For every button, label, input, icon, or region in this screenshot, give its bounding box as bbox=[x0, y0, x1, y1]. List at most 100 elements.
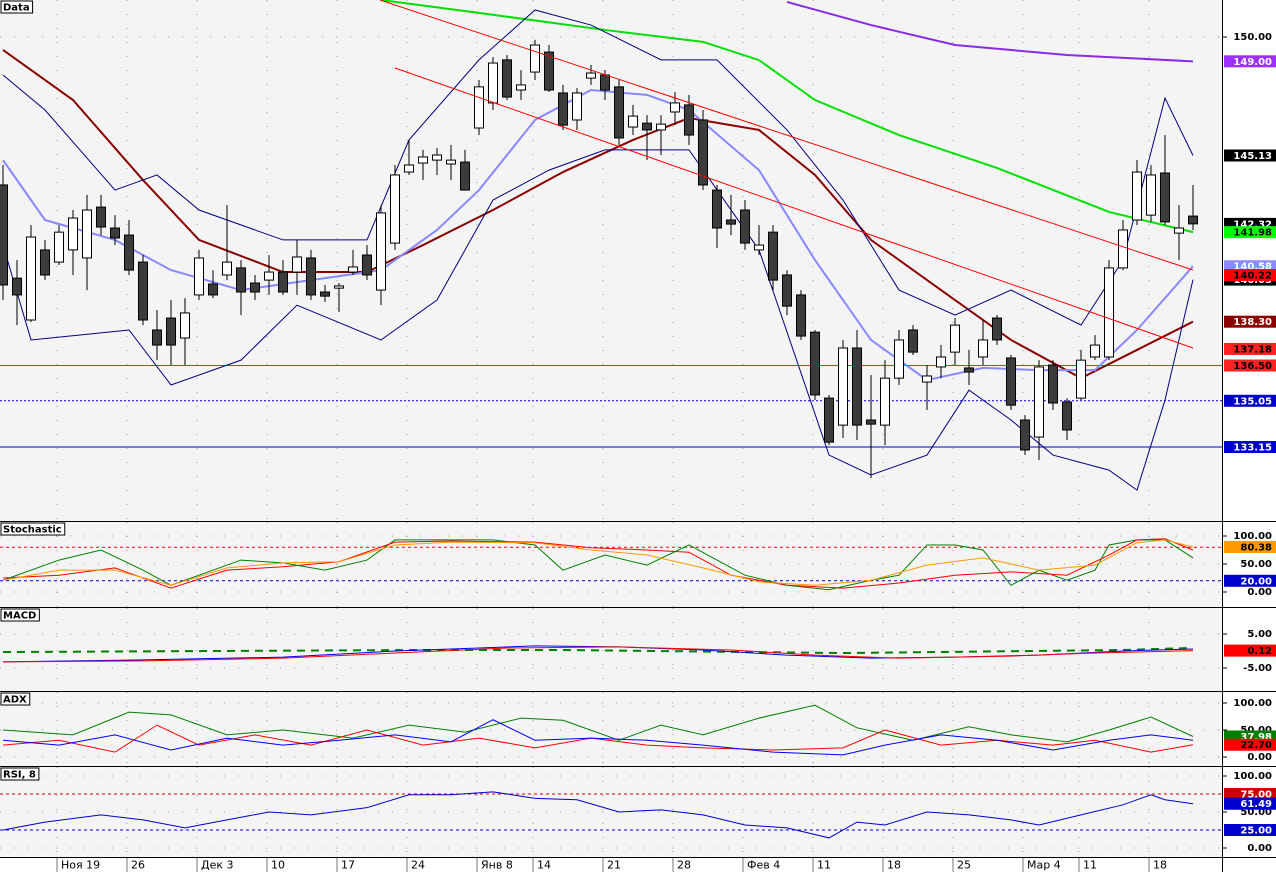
candle-body bbox=[418, 156, 428, 164]
candle-body bbox=[712, 189, 722, 229]
x-tick-label: 25 bbox=[957, 859, 971, 872]
price-label: 37.98 bbox=[1240, 732, 1272, 743]
panel-title-box bbox=[0, 0, 34, 14]
indicator-line bbox=[2, 539, 1194, 586]
price-label: 136.50 bbox=[1233, 361, 1272, 372]
candle-body bbox=[1146, 174, 1156, 216]
price-label-box bbox=[1224, 394, 1276, 407]
panel-title-box bbox=[0, 608, 40, 622]
x-tick-label: Ноя 19 bbox=[61, 859, 100, 872]
candle-body bbox=[0, 184, 8, 286]
price-label-box bbox=[1224, 644, 1276, 657]
x-tick-label: 21 bbox=[607, 859, 621, 872]
candle-body bbox=[96, 206, 106, 228]
plot-area bbox=[0, 692, 1222, 766]
candle-body bbox=[740, 209, 750, 244]
price-label: 145.13 bbox=[1233, 151, 1272, 162]
price-label: 140.22 bbox=[1233, 270, 1272, 281]
candle-body bbox=[320, 291, 330, 297]
candle-body bbox=[1174, 227, 1184, 234]
price-label-box bbox=[1224, 268, 1276, 281]
candle-body bbox=[502, 59, 512, 98]
price-label: 149.00 bbox=[1233, 57, 1272, 68]
candle-body bbox=[26, 236, 36, 321]
candle-body bbox=[1132, 171, 1142, 221]
y-tick-label: 5.00 bbox=[1247, 629, 1272, 640]
indicator-line bbox=[786, 0, 1194, 63]
price-label-box bbox=[1224, 540, 1276, 553]
x-tick-label: 11 bbox=[1083, 859, 1097, 872]
candle-body bbox=[446, 159, 456, 165]
candle-body bbox=[376, 212, 386, 291]
indicator-line bbox=[2, 704, 1194, 743]
x-tick-label: 24 bbox=[411, 859, 425, 872]
price-label: 75.00 bbox=[1240, 790, 1272, 801]
candle-body bbox=[922, 375, 932, 383]
x-tick-label: Мар 4 bbox=[1027, 859, 1061, 872]
candle-body bbox=[278, 271, 288, 293]
candle-body bbox=[404, 164, 414, 173]
y-tick-label: 100.00 bbox=[1233, 771, 1272, 782]
plot-area bbox=[0, 522, 1222, 607]
x-tick-label: 26 bbox=[131, 859, 145, 872]
candle-body bbox=[390, 174, 400, 244]
price-label-box bbox=[1224, 149, 1276, 162]
candle-body bbox=[124, 234, 134, 271]
price-label: 140.58 bbox=[1233, 262, 1272, 273]
plot-area bbox=[0, 608, 1222, 691]
candle-body bbox=[68, 217, 78, 251]
candle-body bbox=[250, 282, 260, 293]
candle-body bbox=[908, 329, 918, 353]
x-tick-label: 28 bbox=[677, 859, 691, 872]
y-tick-label: 0.00 bbox=[1247, 752, 1272, 763]
x-tick-label: Дек 3 bbox=[201, 859, 234, 872]
x-tick-label: Янв 8 bbox=[481, 859, 513, 872]
candle-body bbox=[222, 261, 232, 276]
panel-title: MACD bbox=[3, 611, 36, 622]
price-label-box bbox=[1224, 797, 1276, 810]
candle-body bbox=[12, 277, 22, 296]
candle-body bbox=[334, 285, 344, 289]
candle-body bbox=[40, 249, 50, 276]
plot-area bbox=[0, 0, 1222, 521]
indicator-line bbox=[2, 646, 1194, 655]
indicator-line bbox=[2, 719, 1194, 756]
price-label: 20.00 bbox=[1240, 576, 1272, 587]
candle-body bbox=[852, 347, 862, 426]
panel-background bbox=[0, 522, 1222, 607]
panel-background bbox=[0, 692, 1222, 766]
candle-body bbox=[656, 123, 666, 131]
panel-background bbox=[0, 767, 1222, 857]
candle-body bbox=[180, 312, 190, 339]
candle-body bbox=[642, 122, 652, 131]
y-tick-label: 50.00 bbox=[1240, 807, 1272, 818]
price-label: 133.15 bbox=[1233, 443, 1272, 454]
candle-body bbox=[194, 257, 204, 296]
price-label: 142.32 bbox=[1233, 219, 1272, 230]
x-tick-label: 17 bbox=[341, 859, 355, 872]
candle-body bbox=[54, 231, 64, 263]
indicator-line bbox=[2, 49, 1194, 380]
candle-body bbox=[166, 317, 176, 346]
candle-body bbox=[558, 92, 568, 126]
candle-body bbox=[432, 154, 442, 161]
candle-body bbox=[474, 86, 484, 129]
y-tick-label: 50.00 bbox=[1240, 559, 1272, 570]
candle-body bbox=[1062, 401, 1072, 431]
price-label-box bbox=[1224, 359, 1276, 372]
panel-title-box bbox=[0, 692, 31, 706]
candle-body bbox=[82, 209, 92, 259]
indicator-line bbox=[2, 538, 1194, 589]
candle-body bbox=[544, 51, 554, 91]
x-tick-label: Фев 4 bbox=[747, 859, 780, 872]
candle-body bbox=[768, 231, 778, 281]
price-label-box bbox=[1224, 824, 1276, 836]
price-label: 25.00 bbox=[1240, 826, 1272, 837]
panel-title: RSI, 8 bbox=[3, 770, 36, 781]
price-label: 22.70 bbox=[1240, 740, 1272, 751]
candle-body bbox=[754, 244, 764, 251]
candle-body bbox=[348, 266, 358, 273]
indicator-line bbox=[2, 791, 1194, 839]
candle-body bbox=[1160, 172, 1170, 223]
